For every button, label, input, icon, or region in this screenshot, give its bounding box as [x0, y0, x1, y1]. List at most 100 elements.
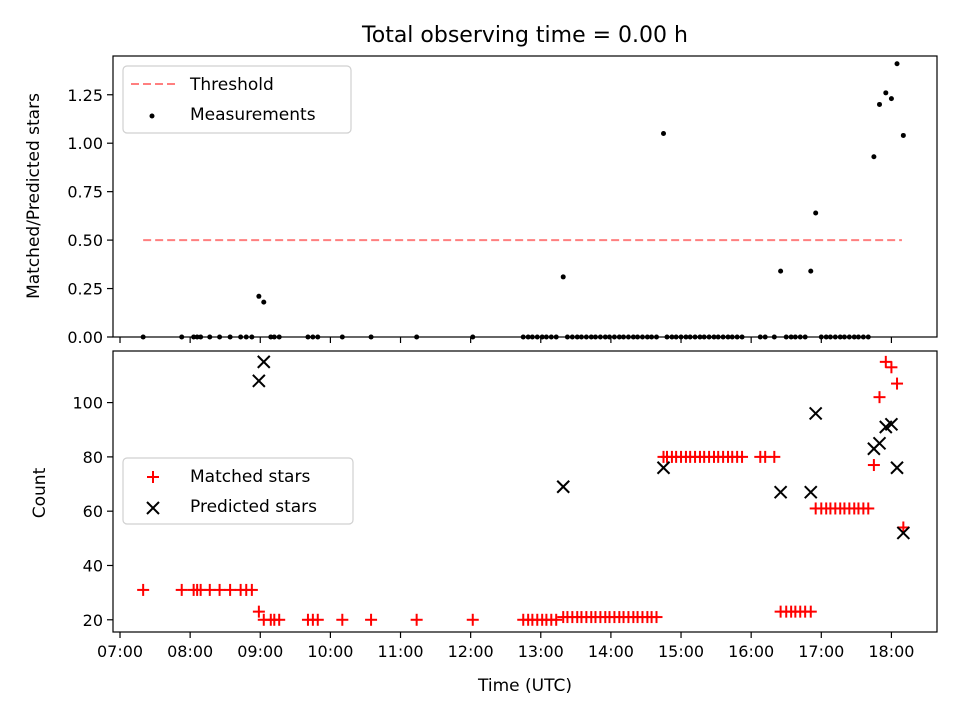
- measurement-point: [808, 268, 814, 274]
- measurement-point: [701, 334, 707, 340]
- measurement-point: [611, 334, 617, 340]
- x-tick-label: 08:00: [167, 642, 213, 661]
- measurement-point: [818, 334, 824, 340]
- measurement-point: [616, 334, 622, 340]
- x-tick-label: 17:00: [798, 642, 844, 661]
- measurement-point: [883, 90, 889, 96]
- predicted-point: [656, 461, 671, 475]
- measurement-point: [855, 334, 861, 340]
- x-tick-label: 18:00: [868, 642, 914, 661]
- legend-matched-swatch: [147, 471, 159, 483]
- measurement-point: [762, 334, 768, 340]
- x-tick-label: 07:00: [97, 642, 143, 661]
- measurement-point: [778, 268, 784, 274]
- measurement-point: [851, 334, 857, 340]
- measurement-point: [621, 334, 627, 340]
- measurement-point: [649, 334, 655, 340]
- measurement-point: [256, 293, 262, 299]
- measurement-point: [664, 334, 670, 340]
- measurement-point: [569, 334, 575, 340]
- counts-marks: [137, 355, 911, 626]
- measurement-point: [414, 334, 420, 340]
- matched-point: [410, 613, 423, 626]
- x-axis-label: Time (UTC): [477, 676, 572, 696]
- x-tick-label: 09:00: [237, 642, 283, 661]
- measurement-point: [900, 132, 906, 138]
- measurement-point: [243, 334, 249, 340]
- matched-point: [862, 502, 875, 515]
- counts-y-axis-label: Count: [30, 467, 50, 518]
- measurement-point: [827, 334, 833, 340]
- measurement-point: [268, 334, 274, 340]
- measurement-point: [520, 334, 526, 340]
- measurement-point: [238, 334, 244, 340]
- counts-plot-frame: [112, 350, 938, 633]
- measurement-point: [583, 334, 589, 340]
- ratio-legend: Threshold Measurements: [122, 65, 352, 134]
- measurement-point: [368, 334, 374, 340]
- y-tick-label: 1.25: [67, 86, 103, 105]
- measurement-point: [720, 334, 726, 340]
- counts-legend: Matched stars Predicted stars: [122, 457, 354, 525]
- matched-point: [891, 377, 904, 390]
- legend-matched-label: Matched stars: [190, 467, 310, 487]
- y-tick-label: 60: [83, 502, 103, 521]
- measurement-point: [729, 334, 735, 340]
- measurement-point: [644, 334, 650, 340]
- measurement-point: [783, 334, 789, 340]
- measurement-point: [802, 334, 808, 340]
- measurement-point: [715, 334, 721, 340]
- matched-point: [650, 611, 663, 624]
- matched-point: [273, 613, 286, 626]
- measurement-point: [597, 334, 603, 340]
- measurement-point: [560, 274, 566, 280]
- measurement-point: [198, 334, 204, 340]
- x-tick-label: 10:00: [307, 642, 353, 661]
- measurement-point: [894, 61, 900, 67]
- matched-point: [873, 391, 886, 404]
- matched-point: [867, 459, 880, 472]
- measurement-point: [543, 334, 549, 340]
- measurement-point: [771, 334, 777, 340]
- x-tick-label: 14:00: [588, 642, 634, 661]
- measurement-point: [179, 334, 185, 340]
- measurement-point: [865, 334, 871, 340]
- measurement-point: [630, 334, 636, 340]
- matched-point: [365, 613, 378, 626]
- measurement-point: [697, 334, 703, 340]
- y-tick-label: 1.00: [67, 134, 103, 153]
- measurement-point: [261, 299, 267, 305]
- measurement-point: [217, 334, 223, 340]
- measurement-point: [669, 334, 675, 340]
- matched-point: [885, 361, 898, 374]
- measurement-point: [140, 334, 146, 340]
- measurement-point: [661, 131, 667, 137]
- predicted-point: [872, 436, 887, 451]
- x-tick-label: 15:00: [658, 642, 704, 661]
- measurement-point: [276, 334, 282, 340]
- matched-point: [213, 583, 226, 596]
- y-tick-label: 20: [83, 611, 103, 630]
- ratio-y-axis-label: Matched/Predicted stars: [24, 93, 44, 299]
- measurement-point: [639, 334, 645, 340]
- matched-point: [175, 583, 188, 596]
- counts-legend-box: [122, 457, 354, 525]
- matched-point: [311, 613, 324, 626]
- predicted-point: [257, 355, 271, 369]
- measurement-point: [792, 334, 798, 340]
- measurement-point: [625, 334, 631, 340]
- y-tick-label: 0.25: [67, 280, 103, 299]
- measurement-point: [227, 334, 233, 340]
- measurement-point: [837, 334, 843, 340]
- measurement-point: [739, 334, 745, 340]
- measurement-point: [539, 334, 545, 340]
- ratio-y-axis: 0.00 0.25 0.50 0.75 1.00 1.25: [67, 86, 113, 347]
- measurement-point: [194, 334, 200, 340]
- predicted-point: [252, 374, 266, 388]
- y-tick-label: 40: [83, 556, 103, 575]
- measurement-point: [788, 334, 794, 340]
- y-tick-label: 0.75: [67, 183, 103, 202]
- x-tick-label: 13:00: [518, 642, 564, 661]
- measurement-point: [588, 334, 594, 340]
